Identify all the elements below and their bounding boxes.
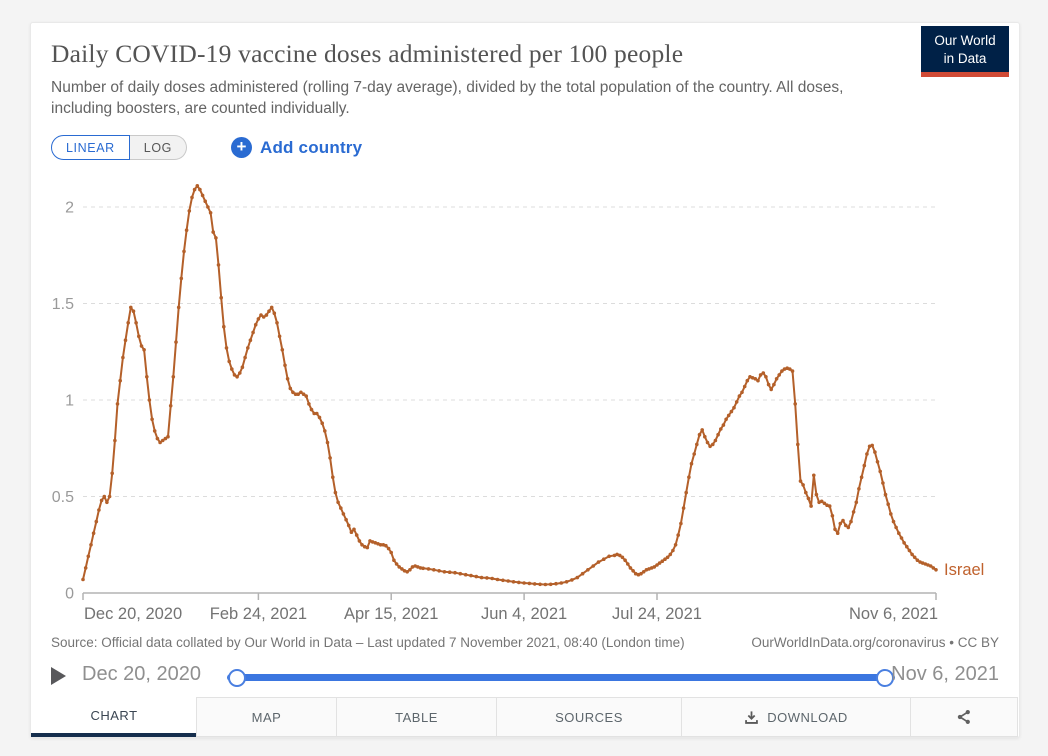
owid-logo-line2: in Data	[943, 50, 987, 66]
log-button[interactable]: LOG	[129, 135, 187, 160]
tab-chart[interactable]: CHART	[31, 697, 197, 737]
tab-table[interactable]: TABLE	[336, 697, 497, 737]
page-title: Daily COVID-19 vaccine doses administere…	[51, 39, 684, 68]
tab-table-label: TABLE	[395, 709, 438, 725]
play-button[interactable]	[51, 667, 71, 687]
tab-download-label: DOWNLOAD	[767, 709, 848, 725]
chart-header: Daily COVID-19 vaccine doses administere…	[51, 39, 999, 120]
share-icon	[956, 709, 972, 725]
y-tick-label: 0	[65, 586, 74, 603]
download-icon	[744, 710, 759, 725]
page-subtitle: Number of daily doses administered (roll…	[51, 79, 844, 118]
timeline-slider[interactable]	[227, 661, 895, 693]
owid-logo-line1: Our World	[934, 33, 996, 48]
tab-sources-label: SOURCES	[555, 709, 623, 725]
timeline-end-label: Nov 6, 2021	[891, 663, 999, 685]
slider-handle-end[interactable]	[876, 669, 894, 687]
add-country-button[interactable]: + Add country	[230, 137, 363, 158]
x-axis: Dec 20, 2020 Feb 24, 2021 Apr 15, 2021 Jun …	[82, 592, 938, 623]
x-tick-label: Apr 15, 2021	[344, 605, 439, 623]
series-label-israel: Israel	[944, 561, 984, 579]
attribution-text: OurWorldInData.org/coronavirus • CC BY	[751, 635, 999, 650]
source-row: Source: Official data collated by Our Wo…	[51, 635, 999, 650]
x-tick-label: Jun 4, 2021	[481, 605, 567, 623]
slider-track[interactable]	[227, 674, 895, 681]
tab-sources[interactable]: SOURCES	[496, 697, 682, 737]
x-tick-label: Feb 24, 2021	[210, 605, 307, 623]
tab-download[interactable]: DOWNLOAD	[681, 697, 911, 737]
tab-chart-label: CHART	[90, 707, 138, 723]
timeline: Dec 20, 2020 Nov 6, 2021	[51, 661, 999, 693]
x-tick-label: Jul 24, 2021	[612, 605, 702, 623]
chart-card: 0 0.5 1 1.5 2 Dec 20, 2020 Feb 24, 2021 Apr 15,…	[30, 22, 1020, 738]
slider-handle-start[interactable]	[228, 669, 246, 687]
y-tick-label: 1.5	[52, 296, 74, 313]
tab-share[interactable]	[910, 697, 1018, 737]
x-tick-label: Nov 6, 2021	[849, 605, 938, 623]
y-grid: 0 0.5 1 1.5 2	[52, 200, 936, 603]
scale-toggle: LINEAR LOG	[51, 135, 187, 160]
y-tick-label: 2	[65, 200, 74, 217]
plus-circle-icon: +	[230, 137, 252, 158]
tab-map[interactable]: MAP	[196, 697, 337, 737]
tab-bar: CHART MAP TABLE SOURCES DOWNLOAD	[31, 697, 1019, 737]
linear-button[interactable]: LINEAR	[51, 135, 130, 160]
source-text: Source: Official data collated by Our Wo…	[51, 635, 685, 650]
owid-logo[interactable]: Our World in Data	[921, 26, 1009, 78]
y-tick-label: 1	[65, 393, 74, 410]
y-tick-label: 0.5	[52, 489, 74, 506]
tab-map-label: MAP	[251, 709, 282, 725]
series-line-israel[interactable]	[82, 184, 937, 586]
chart-controls: LINEAR LOG + Add country	[51, 135, 362, 160]
series-dots-israel	[81, 184, 938, 587]
add-country-label: Add country	[259, 137, 363, 157]
x-tick-label: Dec 20, 2020	[84, 605, 182, 623]
play-icon	[51, 667, 66, 685]
chart-canvas[interactable]: 0 0.5 1 1.5 2 Dec 20, 2020 Feb 24, 2021 Apr 15,…	[31, 23, 1019, 737]
timeline-start-label: Dec 20, 2020	[82, 663, 201, 685]
